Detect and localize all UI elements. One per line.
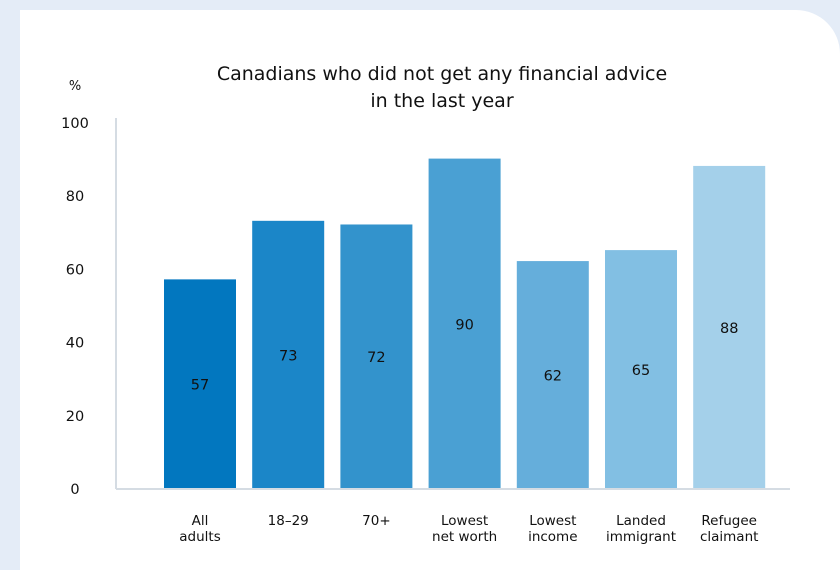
x-tick-label: income: [528, 529, 577, 545]
bar-value-label: 88: [720, 321, 738, 337]
bar-value-label: 65: [632, 363, 650, 379]
bar-value-label: 57: [191, 378, 209, 394]
x-tick-label: 70+: [362, 513, 391, 529]
bar-value-label: 73: [279, 348, 297, 364]
bar: [252, 220, 325, 488]
y-tick-label: 20: [66, 409, 84, 425]
bar: [428, 158, 501, 488]
x-tick-label: Refugee: [701, 513, 757, 529]
bar: [693, 165, 766, 489]
chart-title-line: Canadians who did not get any financial …: [217, 63, 667, 85]
x-tick-label: 18–29: [268, 513, 309, 529]
y-axis-label: %: [69, 79, 81, 94]
y-axis-label-text: %: [69, 79, 81, 94]
bar: [164, 279, 236, 488]
x-tick-label: All: [192, 513, 209, 529]
x-tick-label: immigrant: [606, 529, 676, 545]
x-tick-label: Landed: [616, 513, 666, 529]
chart-title-line: in the last year: [370, 90, 513, 112]
bars: 57 73 72 90 62 65 88: [164, 158, 766, 489]
y-axis-ticks: 0 20 40 60 80 100: [61, 116, 89, 498]
bar-value-label: 62: [544, 369, 562, 385]
chart-title: Canadians who did not get any financial …: [217, 63, 667, 112]
bar: [516, 261, 589, 488]
y-tick-label: 100: [61, 116, 89, 132]
y-tick-label: 60: [66, 262, 84, 278]
y-tick-label: 80: [66, 189, 84, 205]
x-tick-label: Lowest: [441, 513, 488, 529]
x-tick-label: Lowest: [529, 513, 576, 529]
y-tick-label: 0: [70, 482, 79, 498]
bar: [340, 224, 413, 489]
bar-value-label: 90: [455, 317, 473, 333]
bar-value-label: 72: [367, 350, 385, 366]
y-tick-label: 40: [66, 336, 84, 352]
axes: [115, 118, 790, 490]
x-tick-label: net worth: [432, 529, 497, 545]
x-tick-label: adults: [179, 529, 220, 545]
bar: [605, 250, 677, 488]
x-tick-label: claimant: [700, 529, 758, 545]
